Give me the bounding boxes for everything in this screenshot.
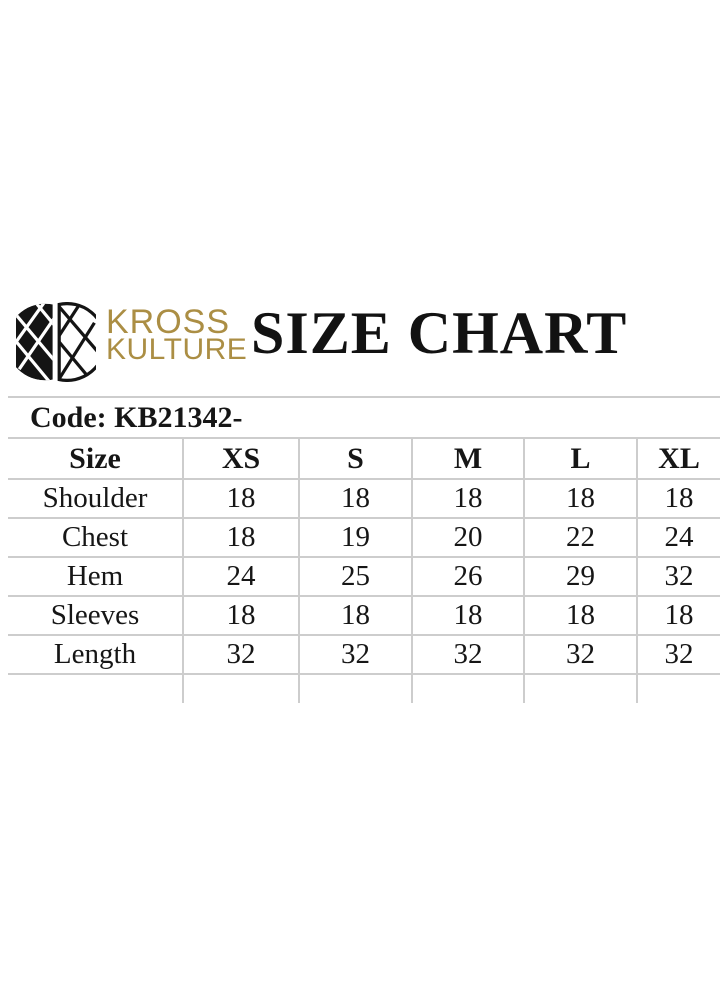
table-header-row: Size XS S M L XL <box>8 437 720 478</box>
size-value-cell: 18 <box>523 480 636 517</box>
size-value-cell: 25 <box>298 558 411 595</box>
row-label: Chest <box>61 521 129 553</box>
table-row-chest: Chest 18 19 20 22 24 <box>8 517 720 556</box>
size-value-cell: 26 <box>411 558 523 595</box>
empty-cell <box>523 675 636 703</box>
size-value-cell: 18 <box>182 597 298 634</box>
row-label: Length <box>53 638 137 670</box>
row-label: Shoulder <box>42 482 148 514</box>
size-table: Code: KB21342- Size XS S M L XL Shoulder… <box>8 396 720 703</box>
brand-line-kulture: KULTURE <box>106 333 248 366</box>
table-row-empty <box>8 675 720 703</box>
empty-cell <box>411 675 523 703</box>
size-value-cell: 32 <box>636 558 720 595</box>
brand-logo-sphere-icon <box>6 302 107 382</box>
header-cell-xs: XS <box>182 439 298 478</box>
size-value-cell: 24 <box>636 519 720 556</box>
page-title: SIZE CHART <box>251 300 628 366</box>
size-value-cell: 18 <box>298 480 411 517</box>
size-value-cell: 32 <box>636 636 720 673</box>
size-value-cell: 32 <box>523 636 636 673</box>
header-cell-size: Size <box>69 441 121 475</box>
table-row-hem: Hem 24 25 26 29 32 <box>8 556 720 595</box>
header-cell-l: L <box>523 439 636 478</box>
size-value-cell: 32 <box>298 636 411 673</box>
empty-cell <box>636 675 720 703</box>
row-label: Sleeves <box>50 599 140 631</box>
header-cell-s: S <box>298 439 411 478</box>
header-cell-xl: XL <box>636 439 720 478</box>
empty-cell <box>298 675 411 703</box>
size-value-cell: 29 <box>523 558 636 595</box>
size-value-cell: 18 <box>182 519 298 556</box>
row-label: Hem <box>66 560 124 592</box>
size-value-cell: 18 <box>298 597 411 634</box>
size-value-cell: 18 <box>411 597 523 634</box>
empty-cell <box>182 675 298 703</box>
brand-wordmark: KROSS KULTURE <box>106 303 248 366</box>
size-value-cell: 18 <box>523 597 636 634</box>
table-row-shoulder: Shoulder 18 18 18 18 18 <box>8 478 720 517</box>
table-row-sleeves: Sleeves 18 18 18 18 18 <box>8 595 720 634</box>
size-value-cell: 20 <box>411 519 523 556</box>
empty-cell <box>8 675 182 703</box>
header-cell-m: M <box>411 439 523 478</box>
size-value-cell: 24 <box>182 558 298 595</box>
size-value-cell: 19 <box>298 519 411 556</box>
size-value-cell: 32 <box>182 636 298 673</box>
product-code: Code: KB21342- <box>30 400 243 434</box>
product-code-row: Code: KB21342- <box>8 396 720 437</box>
size-value-cell: 18 <box>182 480 298 517</box>
size-value-cell: 32 <box>411 636 523 673</box>
table-row-length: Length 32 32 32 32 32 <box>8 634 720 675</box>
size-value-cell: 18 <box>636 597 720 634</box>
size-value-cell: 18 <box>636 480 720 517</box>
size-value-cell: 22 <box>523 519 636 556</box>
size-value-cell: 18 <box>411 480 523 517</box>
brand-line-kross: KROSS <box>106 303 231 341</box>
